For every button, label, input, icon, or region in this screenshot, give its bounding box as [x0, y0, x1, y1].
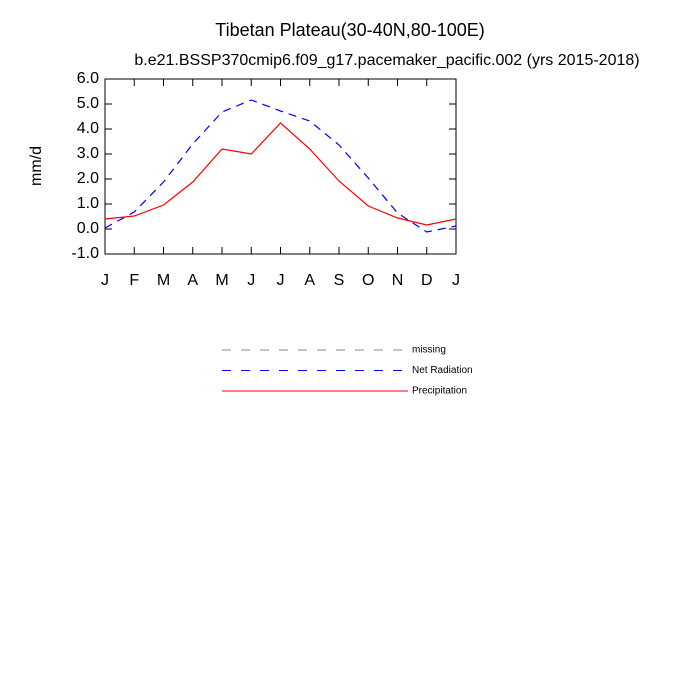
y-axis-label: mm/d — [28, 146, 45, 186]
x-tick-label: O — [362, 272, 374, 289]
y-tick-label: 0.0 — [77, 220, 99, 237]
chart-title: Tibetan Plateau(30-40N,80-100E) — [215, 20, 485, 40]
y-tick-label: 4.0 — [77, 120, 99, 137]
plot-frame — [104, 78, 457, 255]
x-tick-label: A — [187, 272, 198, 289]
series-line — [104, 122, 457, 226]
y-tick-label: -1.0 — [71, 245, 99, 262]
x-tick-label: J — [247, 272, 255, 289]
x-tick-label: M — [215, 272, 228, 289]
x-tick-label: M — [157, 272, 170, 289]
legend-label: missing — [412, 345, 446, 356]
x-tick-label: J — [452, 272, 460, 289]
x-tick-label: A — [304, 272, 315, 289]
x-tick-label: J — [101, 272, 109, 289]
legend-label: Net Radiation — [412, 365, 473, 376]
x-tick-label: J — [277, 272, 285, 289]
y-tick-label: 3.0 — [77, 145, 99, 162]
x-tick-label: S — [334, 272, 345, 289]
y-tick-label: 2.0 — [77, 170, 99, 187]
y-tick-label: 5.0 — [77, 95, 99, 112]
x-tick-label: N — [392, 272, 404, 289]
legend-label: Precipitation — [412, 386, 467, 397]
x-tick-label: F — [129, 272, 139, 289]
y-tick-label: 1.0 — [77, 195, 99, 212]
y-tick-label: 6.0 — [77, 70, 99, 87]
series-line — [104, 99, 457, 233]
x-tick-label: D — [421, 272, 433, 289]
chart-subtitle: b.e21.BSSP370cmip6.f09_g17.pacemaker_pac… — [134, 52, 639, 69]
